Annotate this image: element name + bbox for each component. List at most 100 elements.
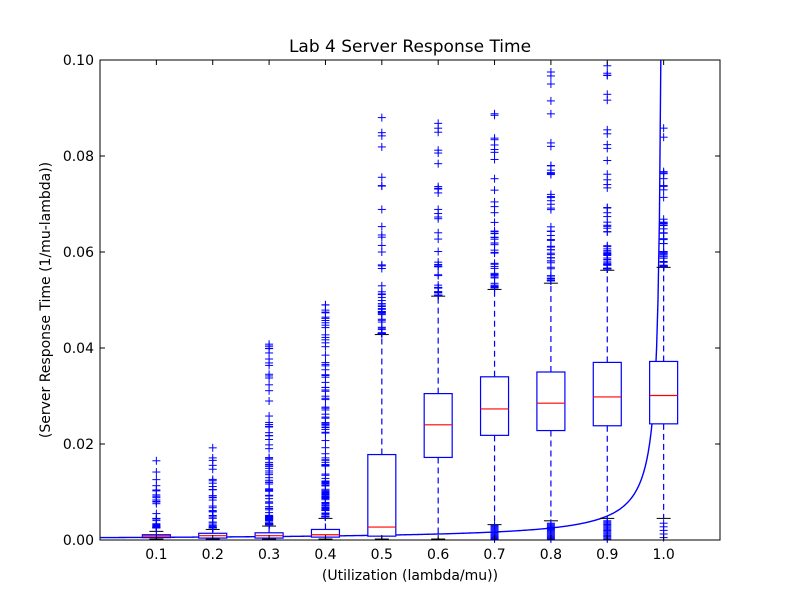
flier-point — [490, 111, 499, 120]
flier-point — [321, 436, 330, 445]
boxplot-9 — [592, 61, 622, 544]
flier-point — [603, 156, 612, 165]
flier-point — [603, 204, 612, 213]
flier-point — [659, 248, 668, 257]
iqr-box — [479, 376, 510, 436]
flier-point — [490, 273, 499, 282]
flier-point — [377, 222, 386, 231]
flier-point — [265, 358, 274, 367]
flier-point — [321, 330, 330, 339]
y-axis-title: (Server Response Time (1/mu-lambda)) — [38, 162, 54, 438]
flier-point — [659, 193, 668, 202]
boxplot-10 — [649, 124, 679, 542]
flier-point — [546, 256, 555, 265]
flier-point — [321, 481, 330, 490]
boxplot-2 — [198, 443, 228, 540]
flier-point — [603, 129, 612, 138]
flier-point — [546, 138, 555, 147]
flier-point — [434, 288, 443, 297]
flier-point — [377, 128, 386, 137]
flier-point — [208, 482, 217, 491]
flier-point — [321, 365, 330, 374]
flier-point — [377, 301, 386, 310]
flier-point — [546, 71, 555, 80]
flier-point — [490, 282, 499, 291]
flier-point — [490, 186, 499, 195]
flier-point — [603, 170, 612, 179]
flier-point — [546, 80, 555, 89]
flier-point — [490, 218, 499, 227]
flier-point — [265, 497, 274, 506]
flier-point — [434, 149, 443, 158]
flier-point — [377, 287, 386, 296]
flier-point — [434, 260, 443, 269]
flier-point — [377, 205, 386, 214]
flier-point — [546, 168, 555, 177]
flier-point — [434, 128, 443, 137]
flier-point — [434, 271, 443, 280]
flier-point — [321, 306, 330, 315]
flier-point — [603, 144, 612, 153]
low-flier-point — [546, 519, 555, 528]
y-tick-label: 0.04 — [63, 341, 94, 357]
y-tick-label: 0.08 — [63, 149, 94, 165]
y-tick-label: 0.00 — [63, 533, 94, 549]
flier-point — [434, 205, 443, 214]
flier-point — [546, 249, 555, 258]
flier-point — [208, 465, 217, 474]
flier-point — [208, 507, 217, 516]
flier-point — [603, 257, 612, 266]
flier-point — [265, 455, 274, 464]
flier-point — [603, 69, 612, 78]
iqr-box — [367, 453, 397, 537]
x-tick-label: 1.0 — [653, 547, 675, 563]
flier-point — [434, 213, 443, 222]
flier-point — [321, 443, 330, 452]
flier-point — [321, 394, 330, 403]
flier-point — [265, 519, 274, 528]
flier-point — [546, 235, 555, 244]
flier-point — [321, 313, 330, 322]
flier-point — [377, 142, 386, 151]
flier-point — [659, 257, 668, 266]
flier-point — [490, 134, 499, 143]
flier-point — [490, 246, 499, 255]
flier-point — [546, 192, 555, 201]
flier-point — [265, 470, 274, 479]
plot-frame — [99, 59, 721, 541]
flier-point — [265, 371, 274, 380]
flier-point — [434, 228, 443, 237]
flier-point — [659, 182, 668, 191]
x-tick-label: 0.1 — [145, 547, 167, 563]
flier-point — [152, 456, 161, 465]
iqr-box — [649, 360, 679, 425]
flier-point — [490, 155, 499, 164]
boxplot-5 — [367, 113, 397, 540]
flier-point — [434, 159, 443, 168]
x-tick-label: 0.5 — [371, 547, 393, 563]
iqr-box — [423, 393, 453, 459]
flier-point — [490, 174, 499, 183]
plot-area — [100, 60, 720, 540]
flier-point — [659, 219, 668, 228]
boxplot-4 — [310, 300, 341, 540]
flier-point — [546, 96, 555, 105]
flier-point — [321, 501, 330, 510]
flier-point — [265, 435, 274, 444]
iqr-box — [592, 361, 622, 427]
flier-point — [321, 410, 330, 419]
flier-point — [265, 344, 274, 353]
x-tick-label: 0.8 — [540, 547, 562, 563]
flier-point — [659, 235, 668, 244]
flier-point — [321, 512, 330, 521]
flier-point — [321, 423, 330, 432]
flier-point — [377, 324, 386, 333]
flier-point — [152, 493, 161, 502]
flier-point — [434, 185, 443, 194]
x-tick-label: 0.4 — [314, 547, 336, 563]
x-tick-label: 0.2 — [202, 547, 224, 563]
low-flier-point — [659, 519, 668, 528]
iqr-box — [536, 371, 566, 432]
flier-point — [490, 140, 499, 149]
